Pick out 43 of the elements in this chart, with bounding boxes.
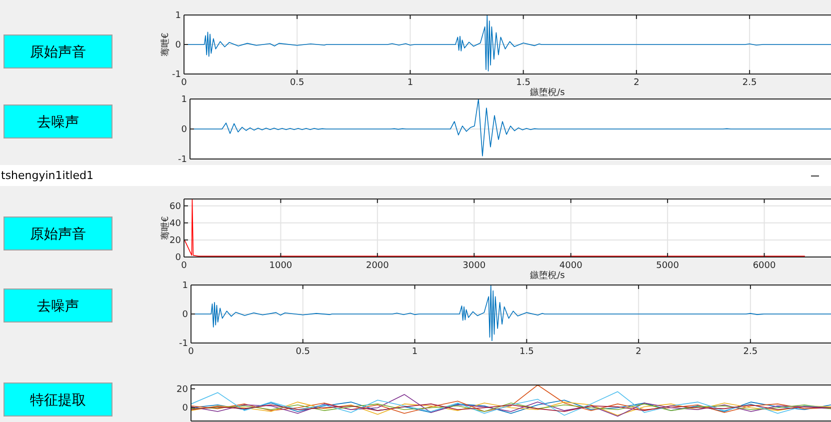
y-tick-label: 1 bbox=[175, 11, 181, 21]
x-tick-label: 2 bbox=[636, 347, 642, 357]
y-tick-label: 20 bbox=[170, 236, 182, 246]
x-tick-label: 1 bbox=[412, 347, 418, 357]
x-tick-label: 2.5 bbox=[743, 347, 758, 357]
line-series bbox=[191, 285, 831, 342]
y-tick-label: 0 bbox=[182, 404, 188, 414]
x-tick-label: 5000 bbox=[656, 261, 680, 271]
x-tick-label: 6000 bbox=[752, 261, 776, 271]
x-tick-label: 0.5 bbox=[296, 347, 310, 357]
text: 去噪声 bbox=[37, 298, 79, 314]
x-tick-label: 1.5 bbox=[520, 347, 534, 357]
x-tick-label: 2000 bbox=[366, 261, 390, 271]
y-tick-label: 0 bbox=[175, 40, 182, 50]
x-axis-title: 鏃堕棿/s bbox=[530, 87, 566, 98]
x-tick-label: 3000 bbox=[462, 261, 486, 271]
x-axis-title: 鏃堕棿/s bbox=[530, 270, 566, 281]
y-tick-label: 20 bbox=[176, 384, 188, 395]
x-tick-label: 2.5 bbox=[742, 78, 757, 88]
y-tick-label: 1 bbox=[182, 281, 188, 291]
y-tick-label: 60 bbox=[170, 202, 182, 212]
x-tick-label: 4000 bbox=[559, 261, 583, 271]
y-tick-label: 40 bbox=[170, 218, 182, 229]
y-tick-label: -1 bbox=[178, 155, 187, 165]
y-tick-label: -1 bbox=[172, 70, 181, 80]
text: 原始声音 bbox=[30, 44, 86, 60]
y-tick-label: -1 bbox=[179, 339, 188, 349]
text: 原始声音 bbox=[30, 226, 86, 242]
y-axis-title: 骞呭€ bbox=[160, 216, 171, 240]
y-tick-label: 0 bbox=[181, 125, 188, 135]
text: 特征提取 bbox=[30, 392, 86, 408]
x-tick-label: 2 bbox=[634, 78, 640, 88]
y-tick-label: 0 bbox=[175, 253, 182, 263]
x-tick-label: 1.5 bbox=[516, 78, 530, 88]
x-tick-label: 0.5 bbox=[290, 78, 304, 88]
line-series bbox=[184, 199, 806, 257]
text: tshengyin1itled1 bbox=[1, 169, 94, 182]
x-tick-label: 1000 bbox=[269, 261, 292, 271]
y-axis-title: 骞呭€ bbox=[160, 32, 171, 56]
x-tick-label: 1 bbox=[407, 78, 414, 88]
text: 去噪声 bbox=[37, 114, 79, 130]
y-tick-label: 1 bbox=[181, 95, 187, 105]
y-tick-label: 0 bbox=[182, 310, 188, 320]
